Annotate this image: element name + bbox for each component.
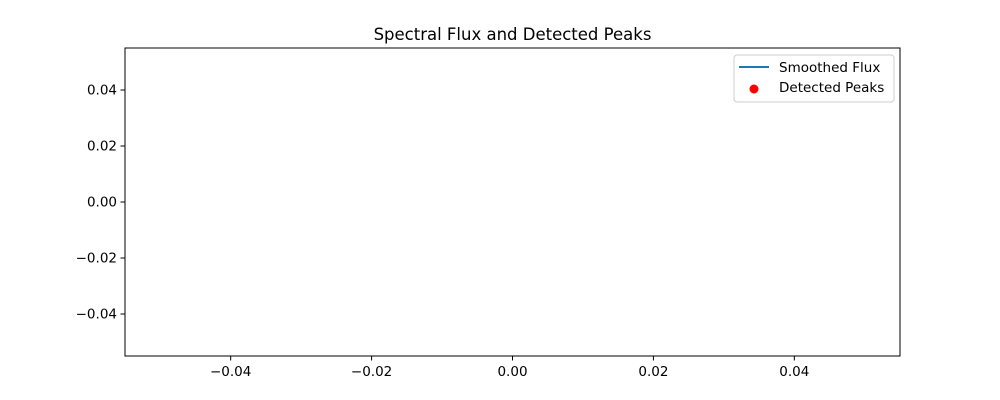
legend-label-detected-peaks: Detected Peaks	[779, 80, 884, 96]
x-axis: −0.04 −0.02 0.00 0.02 0.04	[210, 356, 809, 380]
legend-swatch-detected-peaks	[749, 84, 759, 94]
legend: Smoothed Flux Detected Peaks	[733, 54, 895, 103]
y-tick-label: 0.04	[87, 83, 117, 99]
y-axis: −0.04 −0.02 0.00 0.02 0.04	[76, 83, 125, 323]
x-tick-label: −0.02	[351, 364, 392, 380]
chart-title: Spectral Flux and Detected Peaks	[374, 25, 652, 44]
x-tick-label: −0.04	[210, 364, 251, 380]
legend-box	[733, 54, 895, 103]
x-tick-label: 0.04	[779, 364, 809, 380]
x-tick-label: 0.02	[638, 364, 668, 380]
legend-label-smoothed-flux: Smoothed Flux	[779, 60, 880, 76]
x-tick-label: 0.00	[497, 364, 527, 380]
y-tick-label: 0.00	[87, 195, 117, 211]
y-tick-label: −0.02	[76, 251, 117, 267]
y-tick-label: −0.04	[76, 307, 117, 323]
y-tick-label: 0.02	[87, 139, 117, 155]
